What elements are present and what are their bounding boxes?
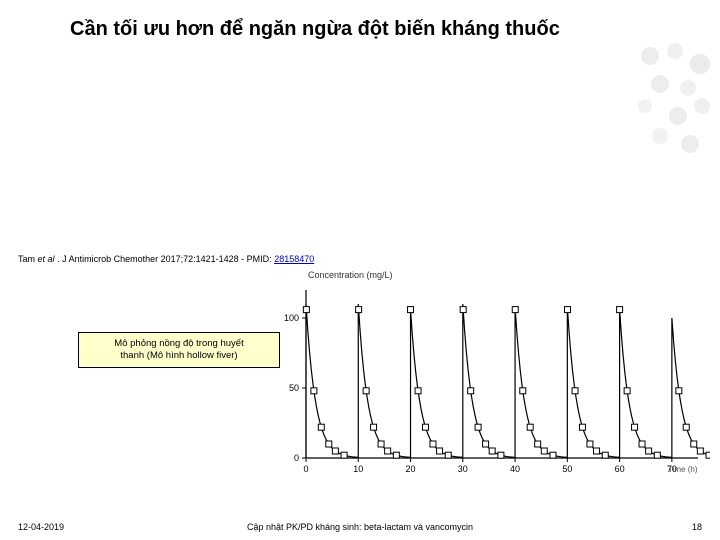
chart-ylabel: Concentration (mg/L) (308, 270, 393, 280)
annotation-line2: thanh (Mô hình hollow fiver) (120, 350, 237, 361)
chart-svg: 050100010203040506070 (270, 280, 710, 480)
page-title: Cần tối ưu hơn để ngăn ngừa đột biến khá… (70, 18, 680, 41)
svg-text:20: 20 (406, 464, 416, 474)
annotation-box: Mô phỏng nồng độ trong huyết thanh (Mô h… (78, 332, 280, 368)
svg-text:0: 0 (303, 464, 308, 474)
annotation-line1: Mô phỏng nồng độ trong huyết (114, 338, 243, 349)
citation-etal: et al (38, 254, 55, 264)
svg-text:40: 40 (510, 464, 520, 474)
svg-text:10: 10 (353, 464, 363, 474)
decorative-texture (630, 36, 720, 166)
concentration-chart: 050100010203040506070 (270, 280, 710, 480)
citation-rest: . J Antimicrob Chemother 2017;72:1421-14… (57, 254, 274, 264)
svg-text:50: 50 (289, 383, 299, 393)
svg-text:0: 0 (294, 453, 299, 463)
citation-author: Tam (18, 254, 35, 264)
svg-text:100: 100 (284, 313, 299, 323)
chart-xlabel: Time (h) (668, 465, 697, 474)
svg-text:30: 30 (458, 464, 468, 474)
footer: 12-04-2019 Cập nhật PK/PD kháng sinh: be… (0, 522, 720, 532)
footer-page-number: 18 (692, 522, 702, 532)
footer-date: 12-04-2019 (18, 522, 64, 532)
citation-pmid-link[interactable]: 28158470 (274, 254, 314, 264)
citation-text: Tam et al . J Antimicrob Chemother 2017;… (18, 254, 314, 264)
svg-text:60: 60 (615, 464, 625, 474)
footer-title: Cập nhật PK/PD kháng sinh: beta-lactam v… (247, 522, 473, 532)
svg-text:50: 50 (562, 464, 572, 474)
